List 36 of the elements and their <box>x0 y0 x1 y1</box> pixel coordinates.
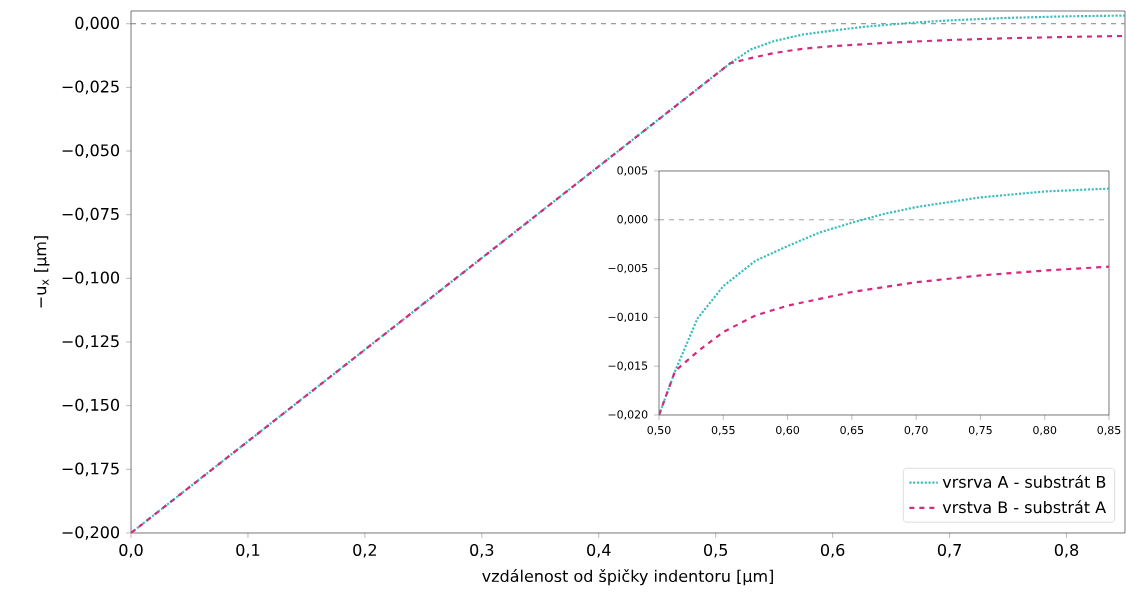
x-tick-label: 0,60 <box>776 425 800 436</box>
x-tick-label: 0,7 <box>937 543 961 558</box>
x-tick-label: 0,85 <box>1097 425 1121 436</box>
x-tick-label: 0,50 <box>647 425 671 436</box>
y-tick-label: −0,020 <box>608 410 648 420</box>
x-tick-label: 0,55 <box>711 425 735 436</box>
y-tick-label: −0,175 <box>62 462 119 477</box>
x-tick-label: 0,80 <box>1033 425 1057 436</box>
y-tick-label: −0,100 <box>62 271 120 286</box>
x-tick-label: 0,6 <box>820 543 845 558</box>
y-tick-label: −0,075 <box>62 207 119 222</box>
legend-label: vrstva B - substrát A <box>942 500 1106 514</box>
x-tick-label: 0,8 <box>1054 543 1079 558</box>
y-tick-label: −0,005 <box>608 263 648 274</box>
x-tick-label: 0,0 <box>119 543 143 558</box>
x-tick-label: 0,65 <box>840 425 864 436</box>
x-axis-title: vzdálenost od špičky indentoru [µm] <box>482 569 773 586</box>
x-tick-label: 0,2 <box>353 543 376 558</box>
y-tick-label: −0,025 <box>62 80 119 95</box>
x-tick-label: 0,70 <box>904 425 928 436</box>
y-tick-label: 0,000 <box>617 215 648 225</box>
y-axis-title: −u$_{x}$ [µm] <box>33 236 50 308</box>
x-tick-label: 0,4 <box>587 543 611 558</box>
x-tick-label: 0,3 <box>470 543 494 558</box>
y-tick-label: −0,050 <box>62 144 120 158</box>
x-tick-label: 0,75 <box>968 425 992 436</box>
y-tick-label: −0,200 <box>62 526 120 540</box>
x-tick-label: 0,1 <box>236 543 260 558</box>
y-tick-label: −0,150 <box>62 398 120 413</box>
legend-label: vrsrva A - substrát B <box>942 474 1106 488</box>
y-tick-label: −0,010 <box>608 312 648 323</box>
y-tick-label: −0,015 <box>608 361 648 371</box>
y-tick-label: 0,005 <box>617 166 648 176</box>
x-tick-label: 0,5 <box>704 543 728 558</box>
y-tick-label: −0,125 <box>62 335 119 349</box>
y-tick-label: 0,000 <box>75 16 120 31</box>
